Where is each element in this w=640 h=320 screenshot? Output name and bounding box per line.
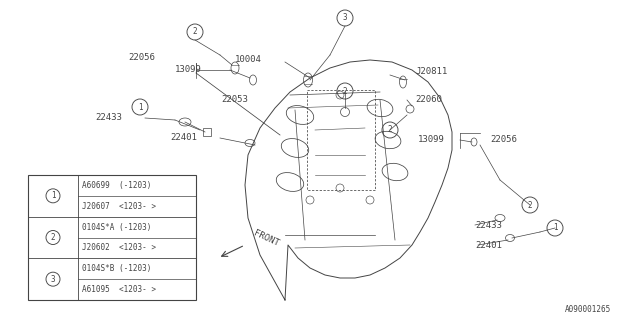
Text: 22056: 22056: [128, 53, 155, 62]
Text: 0104S*B (-1203): 0104S*B (-1203): [82, 264, 152, 273]
Text: 3: 3: [342, 13, 348, 22]
Bar: [203, 128, 211, 136]
Text: FRONT: FRONT: [252, 228, 280, 248]
Text: 2: 2: [193, 28, 197, 36]
Text: J20607  <1203- >: J20607 <1203- >: [82, 202, 156, 211]
Text: 22433: 22433: [95, 114, 122, 123]
Bar: [28, 175, 196, 300]
Text: 13099: 13099: [418, 135, 445, 145]
Text: 3: 3: [51, 275, 55, 284]
Text: 2: 2: [51, 233, 55, 242]
Text: 2: 2: [388, 125, 392, 134]
Text: A090001265: A090001265: [565, 305, 611, 314]
Text: 0104S*A (-1203): 0104S*A (-1203): [82, 223, 152, 232]
Text: 2: 2: [342, 86, 348, 95]
Text: J20811: J20811: [415, 68, 447, 76]
Text: A61095  <1203- >: A61095 <1203- >: [82, 285, 156, 294]
Text: 1: 1: [553, 223, 557, 233]
Text: 1: 1: [138, 102, 142, 111]
Text: 1: 1: [51, 191, 55, 200]
Text: 2: 2: [528, 201, 532, 210]
Text: 13099: 13099: [175, 66, 202, 75]
Text: 22053: 22053: [221, 95, 248, 105]
Text: 22060: 22060: [415, 95, 442, 105]
Text: J20602  <1203- >: J20602 <1203- >: [82, 244, 156, 252]
Text: 10004: 10004: [235, 55, 262, 65]
Text: 22056: 22056: [490, 135, 517, 145]
Text: 22401: 22401: [170, 133, 197, 142]
Text: A60699  (-1203): A60699 (-1203): [82, 181, 152, 190]
Text: 22401: 22401: [475, 241, 502, 250]
Text: 22433: 22433: [475, 220, 502, 229]
